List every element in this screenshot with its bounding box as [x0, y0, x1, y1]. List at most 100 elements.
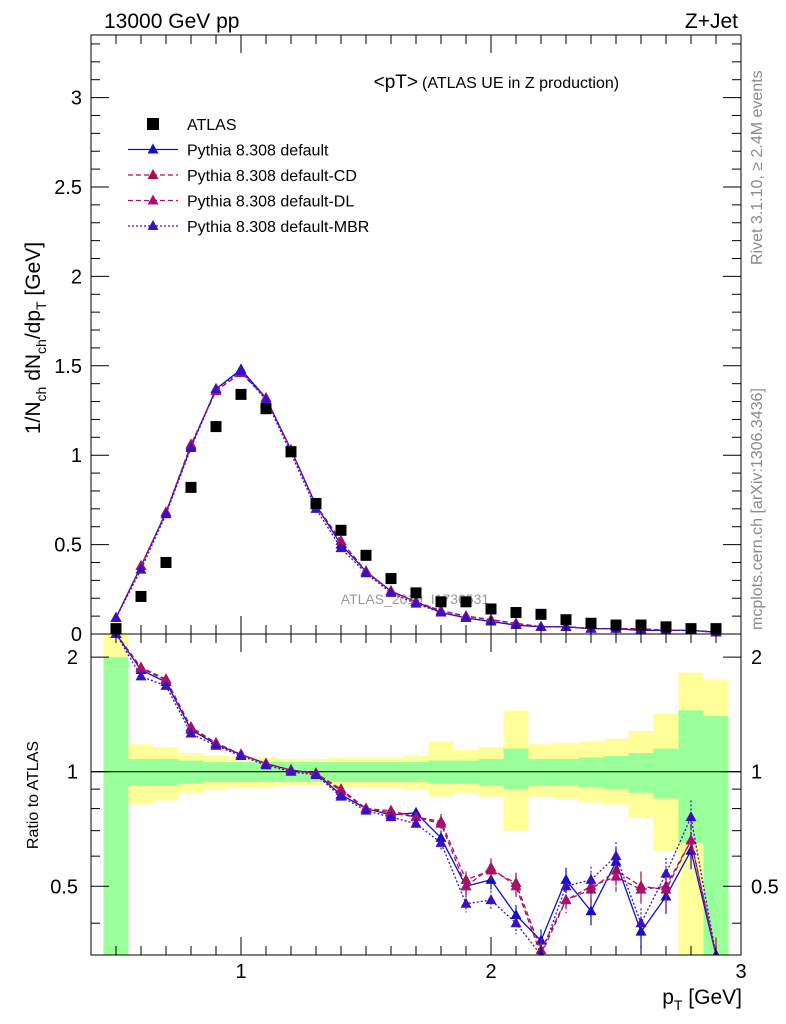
main-y-tick-label: 1: [71, 445, 82, 467]
series-4-point-9: [335, 542, 347, 553]
atlas-data-point-15: [485, 603, 497, 615]
x-tick-label: 2: [485, 961, 496, 983]
series-4-point-13: [435, 606, 447, 617]
atlas-data-point-12: [410, 587, 422, 599]
legend-label-1: Pythia 8.308 default: [187, 143, 329, 160]
ratio-point-4-6: [260, 759, 272, 770]
ratio-point-3-14: [460, 880, 472, 891]
series-4-point-14: [460, 611, 472, 622]
ratio-point-4-15: [485, 894, 497, 905]
series-4-point-3: [185, 442, 197, 453]
main-y-tick-label: 0.5: [54, 535, 82, 557]
ratio-point-4-2: [160, 679, 172, 690]
legend-marker-4: [147, 220, 159, 230]
ratio-point-4-11: [385, 811, 397, 822]
atlas-data-point-11: [385, 573, 397, 585]
series-4-point-4: [210, 383, 222, 394]
ratio-y-tick-label: 0.5: [50, 876, 78, 898]
ratio-point-4-12: [410, 817, 422, 828]
ratio-y-axis-title: Ratio to ATLAS: [25, 741, 42, 849]
ratio-point-3-1: [135, 662, 147, 673]
ratio-band-inner-16: [503, 748, 529, 790]
ratio-band-inner-20: [603, 755, 629, 790]
series-4-point-0: [110, 611, 122, 622]
ratio-band-inner-21: [628, 752, 654, 793]
rivet-version-label: Rivet 3.1.10, ≥ 2.4M events: [749, 70, 766, 265]
ratio-point-3-21: [635, 883, 647, 894]
chart-title-main: <pT>: [374, 72, 418, 93]
series-4-point-11: [385, 586, 397, 597]
main-y-tick-label: 2: [71, 266, 82, 288]
legend-label-2: Pythia 8.308 default-CD: [187, 168, 357, 185]
process-label: Z+Jet: [685, 10, 738, 33]
legend-label-3: Pythia 8.308 default-DL: [187, 194, 354, 211]
ratio-point-4-20: [610, 850, 622, 861]
main-y-tick-label: 3: [71, 88, 82, 110]
ratio-point-1-21: [635, 925, 647, 936]
ratio-y-tick-label-right: 2: [751, 647, 762, 669]
ratio-point-1-19: [585, 905, 597, 916]
atlas-data-point-17: [535, 608, 547, 620]
atlas-data-point-2: [160, 556, 172, 568]
ratio-point-3-22: [660, 880, 672, 891]
ratio-point-4-3: [185, 727, 197, 738]
ratio-point-4-1: [135, 670, 147, 681]
main-y-tick-label: 2.5: [54, 177, 82, 199]
atlas-data-point-5: [235, 388, 247, 400]
ratio-point-4-9: [335, 790, 347, 801]
atlas-data-point-1: [135, 590, 147, 602]
series-4-point-12: [410, 597, 422, 608]
series-4-point-5: [235, 365, 247, 376]
svg-text:pT [GeV]: pT [GeV]: [662, 986, 742, 1013]
series-4-point-6: [260, 393, 272, 404]
series-3-point-9: [335, 535, 347, 546]
series-4-point-16: [510, 619, 522, 630]
x-tick-label: 3: [735, 961, 746, 983]
atlas-data-point-13: [435, 596, 447, 608]
legend-marker-3: [147, 194, 159, 205]
ratio-band-inner-0: [103, 657, 129, 955]
x-axis-title: pT [GeV]: [662, 986, 742, 1013]
ratio-point-3-20: [610, 870, 622, 881]
atlas-data-point-18: [560, 614, 572, 626]
ratio-point-3-19: [585, 880, 597, 891]
ratio-point-4-4: [210, 739, 222, 750]
ratio-band-inner-22: [653, 748, 679, 799]
atlas-data-point-3: [185, 481, 197, 493]
energy-label: 13000 GeV pp: [104, 10, 239, 33]
ratio-point-4-8: [310, 769, 322, 780]
legend-marker-2: [147, 169, 159, 179]
ratio-point-3-23: [685, 834, 697, 845]
ratio-point-3-3: [185, 722, 197, 733]
ratio-point-3-2: [160, 674, 172, 685]
svg-text:1/Nch dNch/dpT [GeV]: 1/Nch dNch/dpT [GeV]: [22, 242, 49, 434]
ratio-point-4-13: [435, 836, 447, 847]
ratio-point-4-21: [635, 917, 647, 928]
ratio-point-4-14: [460, 897, 472, 908]
legend-label-0: ATLAS: [187, 117, 237, 134]
ratio-y-tick-label: 2: [67, 647, 78, 669]
main-y-tick-label: 0: [71, 624, 82, 646]
chart-title-sub: (ATLAS UE in Z production): [422, 75, 619, 92]
mcplots-label: mcplots.cern.ch [arXiv:1306.3436]: [749, 388, 766, 630]
ratio-point-4-7: [285, 765, 297, 776]
atlas-data-point-9: [335, 524, 347, 536]
ratio-point-3-12: [410, 811, 422, 822]
ratio-point-4-16: [510, 917, 522, 928]
atlas-data-point-4: [210, 421, 222, 433]
ratio-point-4-19: [585, 873, 597, 884]
ratio-point-4-22: [660, 867, 672, 878]
ratio-point-4-18: [560, 880, 572, 891]
main-panel: ATLAS_2019_I1736531 00.511.522.53 <pT> (…: [54, 34, 742, 646]
legend-marker-1: [147, 143, 159, 154]
atlas-data-point-16: [510, 607, 522, 619]
ratio-y-tick-label: 1: [67, 762, 78, 784]
legend-label-4: Pythia 8.308 default-MBR: [187, 219, 369, 236]
series-4-point-10: [360, 567, 372, 578]
ratio-panel: 0.5 0.5 1 1 2 2 1 2 3: [50, 633, 779, 983]
ratio-band-inner-19: [578, 757, 604, 788]
legend-marker-data: [147, 118, 159, 130]
ratio-point-4-23: [685, 811, 697, 822]
ratio-point-3-16: [510, 880, 522, 891]
